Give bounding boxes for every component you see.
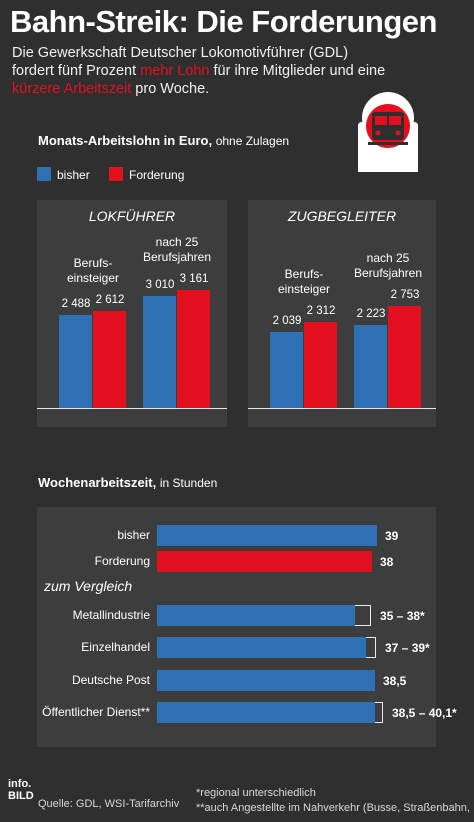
value-label-forderung-1-1: 2 753 — [390, 289, 420, 301]
value-label-forderung-0-0: 2 612 — [95, 294, 125, 306]
legend-label-bisher: bisher — [57, 168, 90, 182]
hbar-value-0: 39 — [385, 529, 399, 543]
bild-logo: info. BILD — [8, 778, 34, 802]
woche-chart-title: Wochenarbeitszeit, in Stunden — [38, 475, 217, 490]
woche-panel: bisher 39 Forderung 38 Metallindustrie 35 – 3… — [37, 507, 457, 747]
hbar-4 — [157, 670, 375, 691]
hbar-range-5 — [375, 702, 383, 723]
hbar-value-5: 38,5 – 40,1* — [392, 706, 457, 720]
panel-zugbegleiter: ZUGBEGLEITER 2 039 2 312 Berufs- einsteige… — [248, 200, 436, 427]
intro-part-3: pro Woche. — [131, 81, 210, 97]
value-label-forderung-1-0: 2 312 — [306, 305, 336, 317]
value-label-bisher-1-1: 2 223 — [356, 308, 386, 320]
hbar-range-2 — [355, 605, 371, 626]
hbar-1 — [157, 551, 372, 572]
category-label-0-0: Berufs- einsteiger — [66, 256, 120, 285]
woche-chart-subtitle: in Stunden — [159, 476, 218, 490]
woche-chart-title-text: Wochenarbeitszeit, — [38, 475, 157, 490]
source-text: Quelle: GDL, WSI-Tarifarchiv — [38, 798, 180, 810]
panel-lokfuehrer: LOKFÜHRER 2 488 2 612 Berufs- einsteiger 3 … — [37, 200, 227, 427]
hbar-5 — [157, 702, 375, 723]
row-label-1: Forderung — [94, 554, 150, 568]
hbar-2 — [157, 605, 355, 626]
hbar-value-1: 38 — [380, 555, 394, 569]
bar-bisher-1-1 — [354, 325, 387, 408]
page-title: Bahn-Streik: Die Forderungen — [10, 4, 437, 39]
category-label-1-0: Berufs- einsteiger — [277, 267, 331, 296]
legend-label-forderung: Forderung — [129, 168, 185, 182]
hbar-value-3: 37 – 39* — [385, 641, 430, 655]
bar-bisher-0-0 — [59, 315, 92, 408]
baseline-zugbegleiter — [248, 408, 436, 409]
legend-swatch-bisher — [37, 167, 51, 181]
bar-bisher-1-0 — [270, 332, 303, 408]
panel-title-lokfuehrer: LOKFÜHRER — [88, 208, 176, 224]
baseline-lokfuehrer — [37, 408, 227, 409]
vergleich-label: zum Vergleich — [44, 578, 133, 594]
value-label-bisher-1-0: 2 039 — [272, 315, 302, 327]
logo-text: info. BILD — [8, 778, 34, 802]
bar-bisher-0-1 — [143, 296, 176, 408]
lohn-chart-title-text: Monats-Arbeitslohn in Euro, — [38, 133, 213, 148]
value-label-forderung-0-1: 3 161 — [179, 273, 209, 285]
footnote-regional: *regional unterschiedlich — [196, 787, 316, 799]
category-label-1-1: nach 25 Berufsjahren — [353, 251, 423, 280]
bar-forderung-0-0 — [93, 311, 126, 408]
row-label-4: Deutsche Post — [71, 673, 150, 687]
intro-part-1: Die Gewerkschaft Deutscher Lokomotivführ… — [12, 45, 349, 79]
category-label-0-1: nach 25 Berufsjahren — [142, 235, 212, 264]
train-icon — [358, 92, 418, 172]
panel-title-zugbegleiter: ZUGBEGLEITER — [287, 208, 397, 224]
footnote-nahverkehr: **auch Angestellte im Nahverkehr (Busse,… — [196, 802, 474, 814]
bar-forderung-1-0 — [304, 322, 337, 408]
hbar-0 — [157, 525, 377, 546]
hbar-range-3 — [366, 637, 376, 658]
hbar-3 — [157, 637, 366, 658]
intro-text: Die Gewerkschaft Deutscher Lokomotivführ… — [12, 44, 392, 98]
value-label-bisher-0-1: 3 010 — [145, 279, 175, 291]
lohn-chart-title: Monats-Arbeitslohn in Euro, ohne Zulagen — [38, 133, 289, 148]
intro-highlight-arbeitszeit: kürzere Arbeitszeit — [12, 81, 132, 97]
bar-forderung-0-1 — [177, 290, 210, 408]
lohn-chart-subtitle: ohne Zulagen — [215, 134, 290, 148]
row-label-5: Öffentlicher Dienst** — [42, 705, 150, 719]
intro-highlight-lohn: mehr Lohn — [140, 63, 210, 79]
legend-swatch-forderung — [109, 167, 123, 181]
hbar-value-4: 38,5 — [383, 674, 407, 688]
intro-part-2: für ihre Mitglieder und eine — [209, 63, 386, 79]
row-label-3: Einzelhandel — [81, 640, 150, 654]
bar-forderung-1-1 — [388, 306, 421, 408]
row-label-2: Metallindustrie — [72, 608, 150, 622]
row-label-0: bisher — [117, 528, 150, 542]
value-label-bisher-0-0: 2 488 — [61, 298, 91, 310]
hbar-value-2: 35 – 38* — [380, 609, 425, 623]
